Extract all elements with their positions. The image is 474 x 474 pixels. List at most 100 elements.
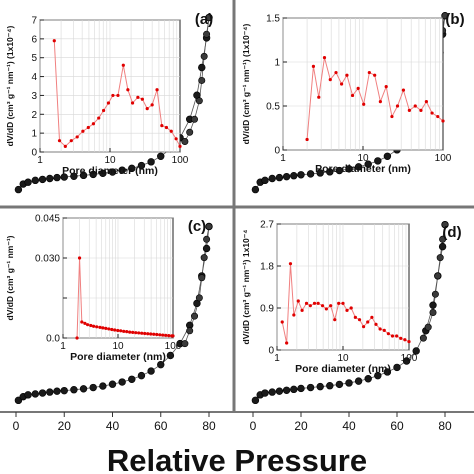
inset-data-point [155, 88, 159, 92]
inset-data-point [329, 304, 333, 308]
isotherm-adsorption-point [89, 170, 97, 179]
inset-data-point [430, 111, 434, 115]
isotherm-desorption-point [186, 327, 194, 335]
isotherm-adsorption-point [335, 166, 344, 175]
inset-data-point [395, 334, 399, 338]
inset-data-point [399, 336, 403, 340]
x-tick-label: 0 [250, 419, 257, 433]
isotherm-adsorption-point [38, 389, 47, 397]
inset-data-point [328, 78, 332, 82]
isotherm-desorption-point [441, 12, 449, 20]
inset-x-tick-label: 100 [401, 353, 418, 364]
inset-data-point [304, 301, 309, 305]
isotherm-adsorption-point [128, 164, 136, 173]
isotherm-adsorption-point [108, 168, 117, 176]
inset-data-point [322, 56, 327, 60]
inset-data-point [366, 320, 370, 324]
inset-x-tick-label: 1 [280, 153, 286, 164]
isotherm-desorption-point [431, 290, 439, 298]
inset-data-point [128, 330, 132, 334]
inset-y-tick-label: 1 [31, 129, 37, 140]
inset-data-point [324, 307, 328, 311]
inset-x-tick-label: 10 [357, 153, 369, 164]
inset-y-tick-label: 1.8 [260, 262, 274, 273]
inset-data-point [75, 135, 79, 139]
inset-data-point [116, 328, 120, 333]
isotherm-adsorption-point [374, 157, 382, 165]
isotherm-adsorption-point [438, 242, 447, 251]
x-tick-label: 40 [106, 419, 120, 433]
isotherm-adsorption-point [282, 172, 291, 181]
isotherm-adsorption-point [70, 172, 78, 180]
inset-data-point [145, 107, 149, 111]
inset-data-point [121, 63, 125, 67]
isotherm-adsorption-point [99, 169, 107, 178]
isotherm-adsorption-point [31, 390, 39, 398]
inset-data-point [107, 327, 111, 331]
inset-data-point [424, 100, 428, 104]
inset-data-point [308, 304, 312, 308]
x-tick-label: 80 [202, 419, 216, 433]
inset-data-point [95, 325, 99, 329]
inset-data-point [390, 334, 395, 338]
inset-data-point [378, 100, 382, 104]
isotherm-adsorption-point [290, 385, 298, 394]
inset-data-point [285, 341, 289, 345]
isotherm-adsorption-point [79, 385, 88, 393]
inset-data-point [134, 331, 138, 335]
inset-data-point [339, 82, 344, 86]
isotherm-adsorption-point [326, 168, 334, 176]
isotherm-desorption-point [195, 97, 203, 105]
inset-data-point [305, 137, 309, 142]
isotherm-adsorption-point [53, 173, 61, 182]
inset-data-point [158, 333, 162, 337]
inset-data-point [152, 332, 156, 336]
inset-y-axis-label: dV/dD (cm³ g⁻¹ nm⁻¹) (1x10⁻⁴) [5, 26, 15, 147]
isotherm-adsorption-point [157, 152, 165, 161]
inset-data-point [386, 332, 390, 336]
inset-data-point [104, 326, 108, 330]
isotherm-desorption-point [419, 334, 427, 342]
inset-plot: 1 10 100 0 0.5 1 1.5 Pore diameter (nm) dV/dD (c… [241, 14, 452, 176]
isotherm-adsorption-point [261, 389, 269, 397]
inset-y-tick-label: 0 [274, 146, 280, 157]
inset-data-point [111, 93, 115, 98]
isotherm-adsorption-point [429, 301, 437, 309]
x-tick-label: 0 [13, 419, 20, 433]
x-tick-label: 60 [154, 419, 168, 433]
inset-data-point [350, 93, 355, 98]
inset-x-axis-label: Pore diameter (nm) [315, 163, 411, 175]
inset-data-point [137, 331, 141, 335]
panel-3: 1 10 100 0.0 0.030 0.045 Pore diameter (nm) dV/… [5, 214, 213, 405]
inset-y-tick-label: 1 [274, 58, 280, 69]
isotherm-adsorption-point [268, 388, 276, 396]
inset-data-point [337, 301, 341, 305]
inset-data-point [83, 321, 87, 325]
inset-data-point [292, 313, 296, 317]
inset-data-point [91, 324, 96, 328]
inset-data-point [390, 114, 394, 119]
isotherm-adsorption-point [60, 386, 68, 395]
inset-data-point [110, 327, 114, 332]
panel-label: (d) [442, 224, 461, 241]
inset-y-tick-label: 2.7 [260, 220, 274, 231]
isotherm-desorption-point [429, 308, 437, 316]
inset-data-point [280, 320, 284, 324]
inset-y-axis-label: dV/dD (cm³ g⁻¹ nm⁻¹) [5, 235, 15, 320]
inset-x-tick-label: 100 [172, 155, 189, 166]
panel-label: (b) [445, 11, 464, 28]
inset-x-axis-label: Pore diameter (nm) [295, 363, 391, 375]
isotherm-desorption-point [436, 254, 444, 262]
inset-data-point [401, 88, 406, 92]
inset-y-tick-label: 0 [268, 346, 274, 357]
inset-data-point [140, 97, 144, 101]
inset-data-point [122, 329, 126, 333]
isotherm-adsorption-point [147, 367, 155, 375]
inset-data-point [150, 103, 154, 107]
isotherm-adsorption-point [326, 382, 334, 390]
inset-data-point [126, 88, 130, 92]
isotherm-adsorption-point [354, 163, 363, 171]
inset-y-tick-label: 0.0 [46, 334, 60, 345]
